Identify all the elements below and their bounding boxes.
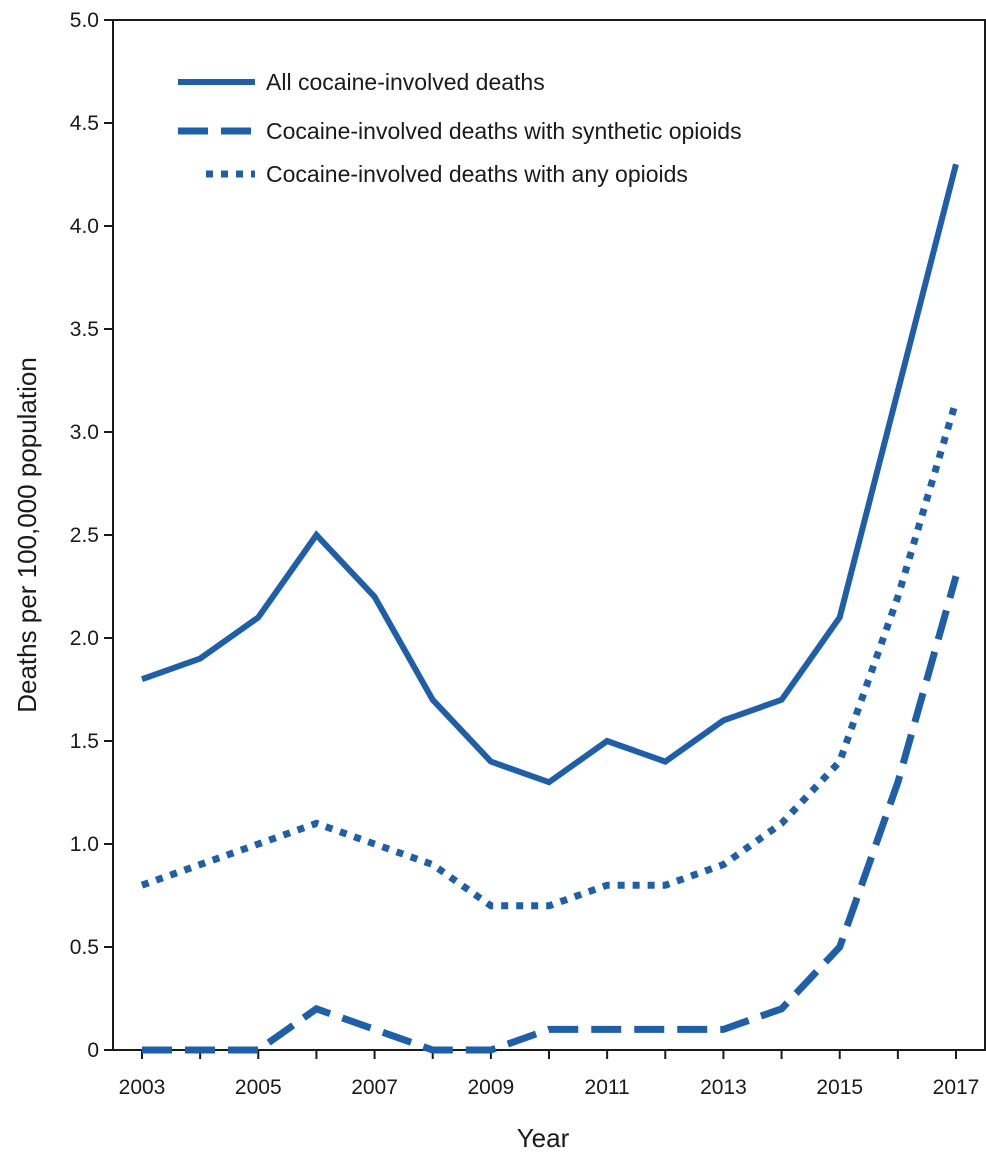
- y-tick-label: 3.5: [70, 318, 99, 341]
- y-tick-label: 2.0: [70, 627, 99, 650]
- x-tick-label: 2007: [351, 1076, 398, 1099]
- y-axis-title: Deaths per 100,000 population: [12, 357, 42, 713]
- x-tick-label: 2003: [119, 1076, 166, 1099]
- y-tick-label: 1.0: [70, 833, 99, 856]
- y-tick-label: 2.5: [70, 524, 99, 547]
- y-tick-label: 4.0: [70, 215, 99, 238]
- legend: All cocaine-involved deaths Cocaine-invol…: [178, 69, 742, 187]
- x-axis-title: Year: [517, 1123, 570, 1153]
- x-tick-label: 2011: [585, 1076, 630, 1099]
- y-tick-label: 4.5: [70, 112, 99, 135]
- series-layer: [140, 163, 960, 1054]
- y-axis: 0 0.5 1.0 1.5 2.0 2.5 3.0 3.5 4.0 4.5 5.0: [70, 9, 113, 1062]
- x-axis: 2003 2005 2007 2009 2011 2013 2015 2017: [119, 1050, 980, 1099]
- y-tick-label: 5.0: [70, 9, 99, 32]
- series-line-2: [142, 575, 960, 1054]
- y-tick-label: 0: [87, 1039, 99, 1062]
- y-tick-label: 3.0: [70, 421, 99, 444]
- x-tick-label: 2009: [467, 1076, 514, 1099]
- legend-label-2: Cocaine-involved deaths with synthetic o…: [266, 118, 742, 144]
- x-tick-label: 2005: [235, 1076, 282, 1099]
- legend-label-1: All cocaine-involved deaths: [266, 69, 545, 95]
- y-tick-label: 1.5: [70, 730, 99, 753]
- x-tick-label: 2015: [816, 1076, 863, 1099]
- y-tick-label: 0.5: [70, 936, 99, 959]
- legend-label-3: Cocaine-involved deaths with any opioids: [266, 161, 688, 187]
- series-line-1: [140, 163, 959, 786]
- x-tick-label: 2017: [933, 1076, 980, 1099]
- series-line-3: [140, 400, 960, 910]
- x-tick-label: 2013: [700, 1076, 747, 1099]
